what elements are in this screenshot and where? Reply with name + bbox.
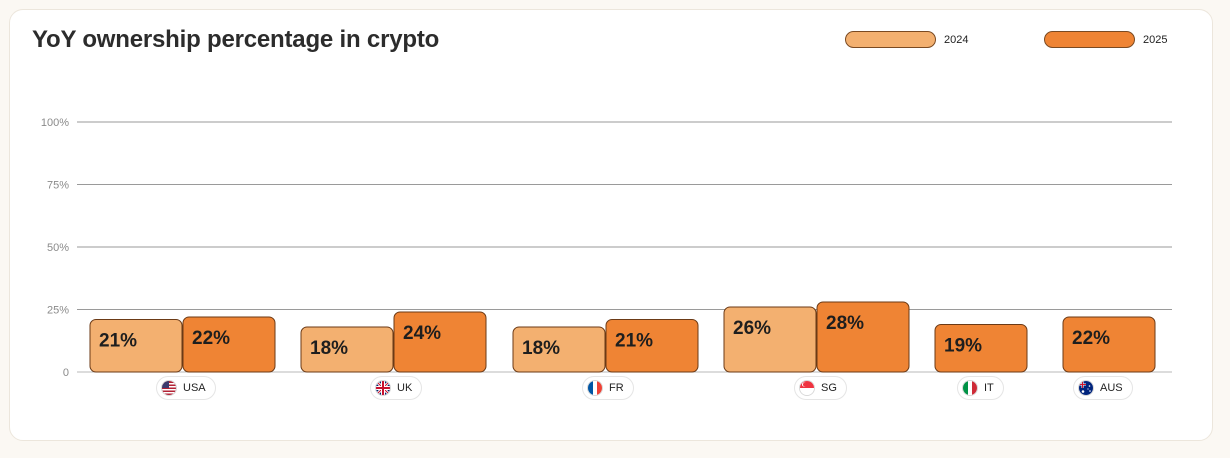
country-label-it: IT	[984, 382, 994, 394]
bar-fr-2024	[512, 326, 606, 373]
country-label-aus: AUS	[1100, 382, 1123, 394]
bar-fr-2025	[605, 319, 699, 373]
country-label-fr: FR	[609, 382, 624, 394]
legend-label-2025: 2025	[1143, 33, 1168, 46]
country-pill-fr: FR	[582, 376, 634, 400]
bar-label-aus-2025: 22%	[1072, 328, 1110, 349]
y-tick-label-50: 50%	[47, 242, 69, 254]
y-tick-label-75: 75%	[47, 180, 69, 192]
bar-label-usa-2025: 22%	[192, 328, 230, 349]
chart-title: YoY ownership percentage in crypto	[32, 26, 440, 53]
country-pill-usa: USA	[156, 376, 216, 400]
it-flag-icon	[962, 380, 978, 396]
bar-sg-2025	[816, 301, 910, 373]
bar-usa-2025	[182, 316, 276, 373]
legend-item-2025: 2025	[1044, 31, 1167, 48]
legend-item-2024: 2024	[845, 31, 968, 48]
country-label-usa: USA	[183, 382, 206, 394]
sg-flag-icon	[799, 380, 815, 396]
country-pill-it: IT	[957, 376, 1004, 400]
bar-label-fr-2024: 18%	[522, 338, 560, 359]
uk-flag-icon	[375, 380, 391, 396]
aus-flag-icon	[1078, 380, 1094, 396]
legend: 2024 2025	[0, 31, 1230, 51]
fr-flag-icon	[587, 380, 603, 396]
bar-uk-2024	[300, 326, 394, 373]
bar-it-2025	[934, 324, 1028, 373]
bar-label-sg-2024: 26%	[733, 318, 771, 339]
country-label-uk: UK	[397, 382, 413, 394]
y-tick-label-100: 100%	[41, 117, 69, 129]
legend-swatch-2025	[1044, 31, 1135, 48]
bar-label-sg-2025: 28%	[826, 313, 864, 334]
legend-swatch-2024	[845, 31, 936, 48]
bar-sg-2024	[723, 306, 817, 373]
country-pill-sg: SG	[794, 376, 847, 400]
country-label-sg: SG	[821, 382, 837, 394]
country-pill-uk: UK	[370, 376, 423, 400]
bar-label-usa-2024: 21%	[99, 331, 137, 352]
bar-uk-2025	[393, 311, 487, 373]
y-tick-label-25: 25%	[47, 305, 69, 317]
legend-label-2024: 2024	[944, 33, 969, 46]
bar-label-it-2025: 19%	[944, 336, 982, 357]
bar-label-uk-2025: 24%	[403, 323, 441, 344]
y-tick-label-0: 0	[63, 367, 69, 379]
bar-aus-2025	[1062, 316, 1156, 373]
country-pill-aus: AUS	[1073, 376, 1133, 400]
bar-label-fr-2025: 21%	[615, 331, 653, 352]
us-flag-icon	[161, 380, 177, 396]
bar-usa-2024	[89, 319, 183, 373]
bar-label-uk-2024: 18%	[310, 338, 348, 359]
